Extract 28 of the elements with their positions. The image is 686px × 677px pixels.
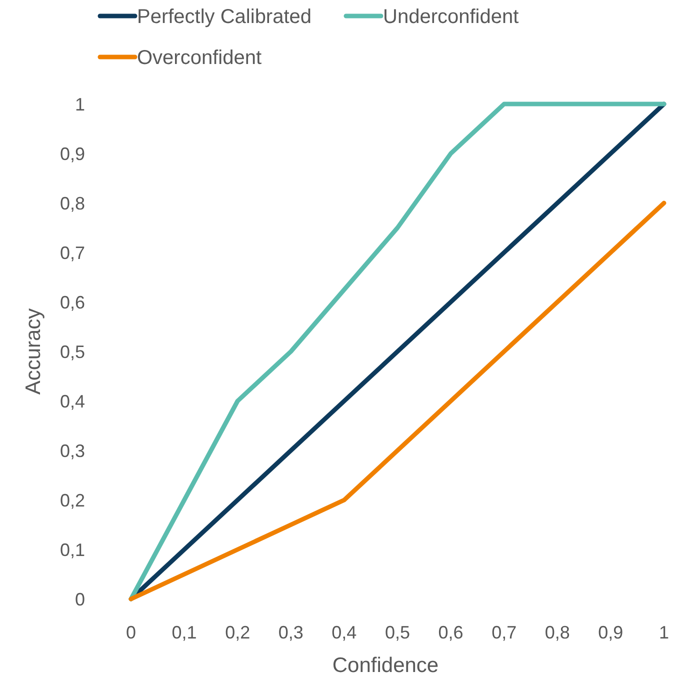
y-tick-label: 0,9 xyxy=(60,144,85,164)
y-tick-label: 0,8 xyxy=(60,193,85,214)
y-tick-label: 0,6 xyxy=(60,292,85,312)
x-tick-label: 0,9 xyxy=(598,622,624,642)
y-tick-label: 0,7 xyxy=(60,242,85,263)
legend-label: Overconfident xyxy=(137,47,262,69)
y-tick-label: 0,4 xyxy=(60,391,85,412)
x-tick-label: 1 xyxy=(658,622,670,642)
x-tick-label: 0,5 xyxy=(384,622,410,642)
legend-label: Perfectly Calibrated xyxy=(137,6,312,28)
y-axis-title: Accuracy xyxy=(22,308,45,395)
line-series xyxy=(128,200,666,602)
x-tick-label: 0,2 xyxy=(225,622,250,642)
x-tick-label: 0,4 xyxy=(332,622,357,642)
y-tick-label: 0,2 xyxy=(60,490,85,510)
x-tick-label: 0 xyxy=(126,622,136,642)
y-tick-label: 0 xyxy=(74,589,85,610)
x-axis-title: Confidence xyxy=(332,654,439,677)
y-tick-label: 0,1 xyxy=(60,540,85,560)
x-tick-label: 0,8 xyxy=(544,622,570,642)
x-tick-label: 0,6 xyxy=(438,622,464,642)
y-tick-label: 0,5 xyxy=(60,342,85,362)
x-tick-label: 0,7 xyxy=(492,622,517,642)
y-tick-label: 0,3 xyxy=(60,440,85,461)
y-tick-label: 1 xyxy=(74,94,85,114)
x-tick-label: 0,3 xyxy=(278,622,304,642)
x-tick-label: 0,1 xyxy=(172,622,197,642)
legend-label: Underconfident xyxy=(383,6,520,28)
